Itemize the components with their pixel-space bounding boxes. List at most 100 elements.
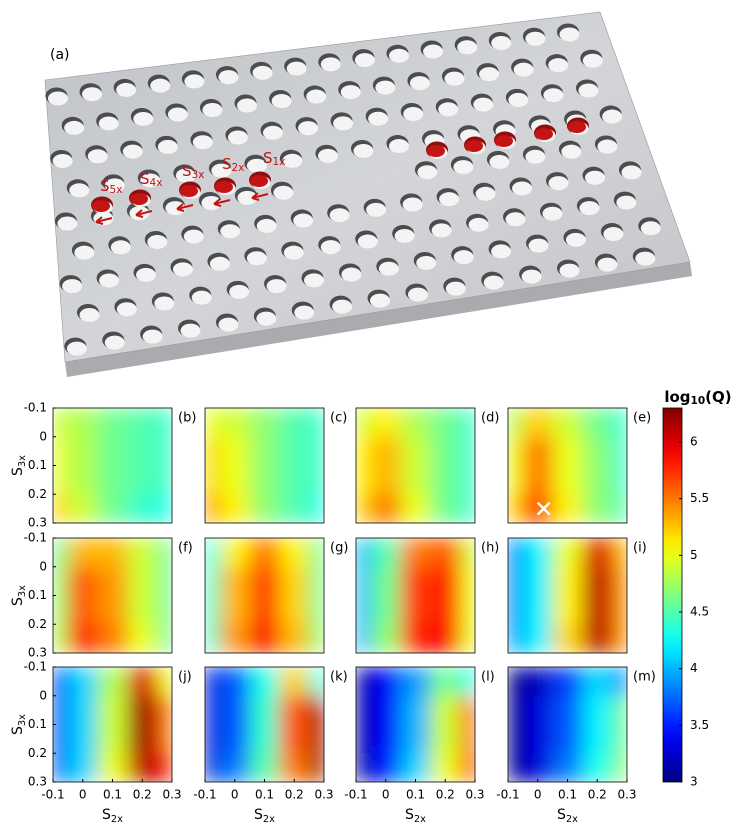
hole-wall (616, 195, 637, 210)
hole-wall (584, 170, 605, 185)
hole-wall (246, 158, 267, 173)
hole-wall (273, 185, 294, 200)
hole-wall (329, 208, 350, 223)
heatmap-cell (219, 566, 251, 625)
heatmap-cell (552, 538, 583, 568)
heatmap-cell (67, 667, 99, 697)
hole-wall (99, 273, 120, 288)
heatmap-cell (219, 667, 251, 697)
hole-wall (271, 94, 292, 109)
y-axis-label-sub: 3x (17, 455, 28, 467)
heatmap-cell (612, 624, 627, 653)
heatmap-cell (97, 436, 128, 495)
heatmap-cell (249, 494, 280, 523)
heatmap-cell (370, 538, 402, 568)
heatmap-cell (249, 667, 280, 697)
panel-frame (355, 407, 476, 524)
hole-wall (603, 227, 624, 242)
heatmap-cell (522, 624, 554, 653)
hole-label-main: S (182, 162, 192, 180)
hole-wall (542, 206, 563, 221)
hole-label-sub: 3x (192, 169, 205, 181)
x-tick-label: 0 (231, 788, 239, 802)
heatmap-cell (612, 494, 627, 523)
y-tick-label: 0 (39, 559, 47, 573)
heatmap-cell (219, 436, 251, 495)
hole-wall (64, 120, 85, 135)
heatmap-cell (309, 753, 324, 782)
hole-label-sub: 4x (150, 177, 163, 189)
x-tick-label: 0.3 (465, 788, 484, 802)
hole-wall (368, 111, 389, 126)
hole-wall (104, 335, 125, 350)
x-tick-label: 0.2 (588, 788, 607, 802)
heatmap-cell (460, 538, 475, 568)
heatmap-cells (53, 408, 172, 523)
shifted-hole-red (92, 200, 110, 212)
y-tick-label: 0 (39, 429, 47, 443)
colorbar-tick-label: 5.5 (690, 491, 709, 505)
hole-wall (341, 267, 362, 282)
hole-wall (366, 202, 387, 217)
heatmap-cell (309, 695, 324, 754)
heatmap-cell (582, 408, 613, 438)
heatmap-cell (552, 566, 583, 625)
heatmap (508, 667, 627, 782)
hole-wall (293, 213, 314, 228)
heatmap-cell (219, 494, 251, 523)
heatmap-cell (53, 667, 69, 697)
heatmap-cell (249, 566, 280, 625)
hole-wall (202, 102, 223, 117)
hole-label: S2x (222, 155, 244, 175)
y-axis-label: S3x (10, 455, 28, 476)
heatmap-cell (552, 624, 583, 653)
heatmap-cell (53, 538, 69, 568)
hole-wall (621, 165, 642, 180)
heatmap-cell (67, 494, 99, 523)
heatmap-cell (582, 494, 613, 523)
heatmap-cell (430, 566, 461, 625)
heatmap-cell (97, 494, 128, 523)
optimum-marker (536, 501, 551, 516)
colorbar-tick-label: 3.5 (690, 718, 709, 732)
colorbar-title-sub: 10 (691, 395, 706, 407)
hole-wall (256, 218, 277, 233)
x-axis-label-sub: 2x (263, 814, 275, 825)
heatmap-cell (356, 667, 372, 697)
hole-wall (332, 299, 353, 314)
heatmap-cell (460, 408, 475, 438)
heatmap-cell (127, 753, 158, 782)
hole-wall (104, 178, 125, 193)
hole-wall (353, 143, 374, 158)
heatmap-cell (356, 538, 372, 568)
hole-wall (229, 284, 250, 299)
hole-wall (438, 102, 459, 117)
hole-wall (445, 281, 466, 296)
x-axis-label: S2x (405, 807, 426, 825)
heatmap-cell (97, 667, 128, 697)
heatmap-cell (309, 667, 324, 697)
heatmap-cell (508, 695, 524, 754)
heatmap-cell (460, 753, 475, 782)
hole-label-main: S (263, 149, 273, 167)
colorbar-tick-label: 5 (690, 548, 698, 562)
heatmap-cell (219, 538, 251, 568)
hole-wall (388, 48, 409, 63)
heatmap-cell (430, 624, 461, 653)
heatmap-cell (127, 538, 158, 568)
heatmap-cell (157, 408, 172, 438)
heatmap-cell (249, 408, 280, 438)
heatmap-cell (279, 695, 310, 754)
heatmap-cell (97, 695, 128, 754)
hole-wall (640, 221, 661, 236)
x-tick-label: 0.3 (162, 788, 181, 802)
colorbar-tick-label: 4.5 (690, 605, 709, 619)
hole-wall (602, 109, 623, 124)
heatmap-cell (97, 566, 128, 625)
heatmap-cell (205, 667, 221, 697)
heatmap-cell (460, 695, 475, 754)
heatmap-cell (205, 695, 221, 754)
hole-wall (116, 302, 137, 317)
shifted-hole-red (250, 175, 268, 187)
